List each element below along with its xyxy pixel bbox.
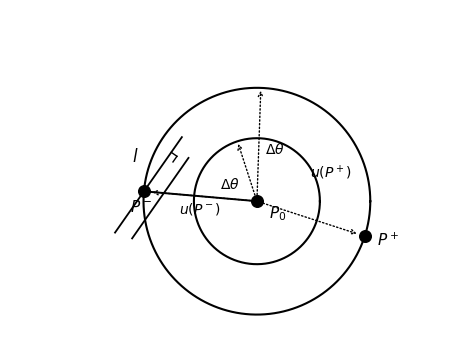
Text: $P^-$: $P^-$ — [129, 199, 152, 215]
Point — [253, 199, 261, 204]
Text: $l$: $l$ — [131, 148, 138, 166]
Text: $u(P^-)$: $u(P^-)$ — [179, 201, 221, 217]
Text: $P^+$: $P^+$ — [377, 231, 399, 249]
Point — [361, 233, 368, 239]
Text: $u(P^+)$: $u(P^+)$ — [310, 163, 352, 182]
Point — [140, 189, 148, 194]
Text: $P_0$: $P_0$ — [269, 205, 287, 223]
Text: $\Delta\theta$: $\Delta\theta$ — [220, 177, 240, 191]
Text: $\Delta\theta$: $\Delta\theta$ — [265, 142, 285, 157]
